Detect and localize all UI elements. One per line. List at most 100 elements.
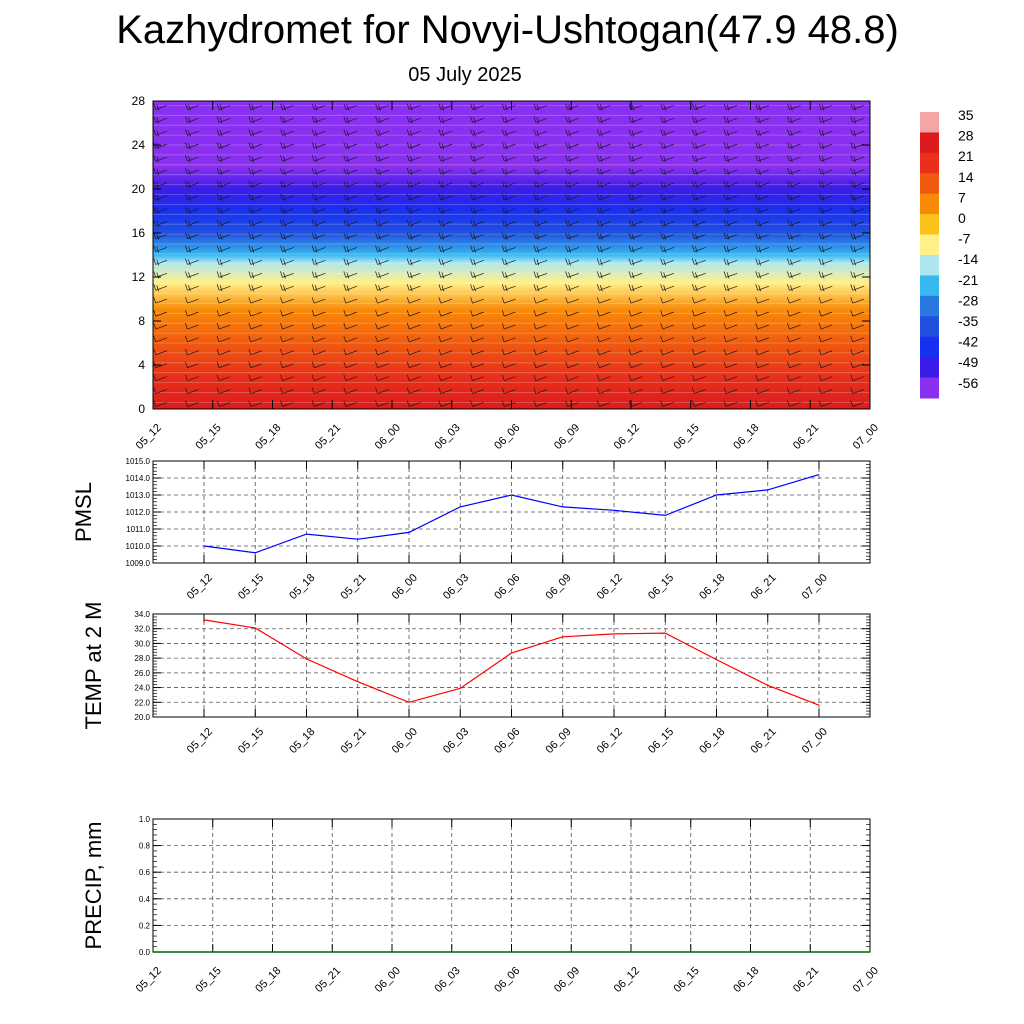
barb-flag — [536, 143, 540, 150]
wind-barb — [216, 232, 231, 240]
barb-flag — [628, 361, 632, 368]
x-tick-label: 06_15 — [646, 726, 676, 756]
wind-barb — [691, 180, 706, 189]
barb-flag — [314, 168, 318, 176]
barb-flag — [375, 348, 378, 355]
barb-flag — [438, 206, 442, 213]
barb-flag — [185, 193, 188, 201]
wind-barb — [691, 400, 706, 407]
wind-barb — [406, 245, 421, 253]
barb-flag — [790, 285, 793, 292]
wind-barb — [596, 374, 611, 382]
barb-flag — [501, 103, 505, 110]
barb-flag — [406, 142, 410, 149]
wind-barb — [470, 155, 484, 163]
barb-shaft — [314, 143, 326, 149]
barb-flag — [818, 245, 822, 252]
wind-barb — [787, 374, 801, 382]
barb-flag — [628, 129, 632, 136]
barb-flag — [533, 400, 537, 407]
wind-barb — [660, 167, 675, 176]
barb-flag — [818, 310, 822, 317]
barb-flag — [216, 180, 220, 188]
barb-flag — [188, 233, 191, 240]
barb-flag — [188, 194, 191, 202]
barb-flag — [723, 310, 727, 317]
barb-flag — [346, 272, 350, 279]
barb-shaft — [535, 105, 548, 110]
wind-barb — [628, 142, 643, 150]
wind-barb — [343, 335, 358, 343]
barb-shaft — [820, 117, 833, 123]
wind-barb — [818, 284, 833, 292]
barb-flag — [628, 271, 632, 278]
barb-shaft — [535, 402, 548, 407]
barb-flag — [153, 167, 157, 175]
barb-shaft — [820, 105, 833, 110]
y-tick-label: 34.0 — [134, 610, 150, 619]
barb-shaft — [757, 260, 770, 265]
barb-flag — [280, 387, 283, 394]
x-tick-label: 06_03 — [433, 965, 463, 995]
wind-barb — [280, 297, 294, 304]
wind-barb — [375, 142, 389, 150]
wind-barb — [755, 400, 770, 407]
barb-shaft — [250, 130, 263, 136]
wind-barb — [470, 206, 484, 214]
barb-shaft — [694, 337, 706, 343]
barb-shaft — [187, 130, 199, 136]
wind-barb — [343, 103, 358, 111]
barb-flag — [473, 259, 476, 266]
barb-flag — [153, 180, 157, 188]
barb-flag — [343, 232, 347, 239]
wind-barb — [723, 245, 738, 253]
wind-barb — [850, 400, 865, 407]
barb-flag — [470, 297, 473, 304]
wind-barb — [216, 155, 231, 163]
barb-flag — [311, 155, 315, 162]
barb-flag — [628, 180, 632, 188]
barb-flag — [153, 258, 157, 265]
barb-flag — [596, 129, 600, 136]
barb-flag — [438, 297, 442, 304]
wind-barb — [216, 219, 231, 227]
barb-flag — [787, 322, 790, 330]
wind-barb — [628, 271, 643, 279]
barb-flag — [343, 180, 347, 188]
barb-shaft — [599, 130, 611, 136]
barb-flag — [438, 400, 442, 407]
barb-flag — [470, 129, 473, 136]
barb-flag — [156, 117, 160, 124]
barb-flag — [280, 310, 283, 317]
barb-flag — [596, 322, 600, 330]
x-tick-label: 06_15 — [672, 422, 702, 452]
barb-flag — [216, 400, 220, 407]
wind-barb — [470, 387, 484, 394]
barb-flag — [441, 130, 445, 137]
barb-shaft — [852, 311, 865, 317]
barb-flag — [188, 220, 191, 227]
x-tick-label: 06_21 — [749, 726, 779, 756]
wind-barb — [406, 180, 421, 189]
barb-flag — [314, 285, 318, 292]
barb-shaft — [440, 156, 453, 162]
barb-shaft — [282, 311, 294, 317]
barb-shaft — [567, 117, 579, 123]
barb-shaft — [409, 221, 421, 227]
barb-flag — [501, 245, 505, 252]
barb-flag — [501, 387, 505, 394]
wind-barb — [628, 284, 643, 292]
x-tick-label: 05_12 — [185, 572, 215, 602]
barb-shaft — [345, 105, 358, 110]
barb-flag — [790, 156, 793, 163]
barb-shaft — [377, 117, 389, 123]
barb-flag — [663, 207, 666, 214]
wind-barb — [343, 271, 358, 279]
barb-flag — [504, 143, 508, 150]
barb-shaft — [820, 272, 833, 278]
y-tick-label: 20.0 — [134, 713, 150, 722]
barb-flag — [663, 272, 666, 279]
barb-flag — [501, 310, 505, 317]
barb-shaft — [409, 156, 421, 162]
barb-flag — [818, 387, 822, 394]
